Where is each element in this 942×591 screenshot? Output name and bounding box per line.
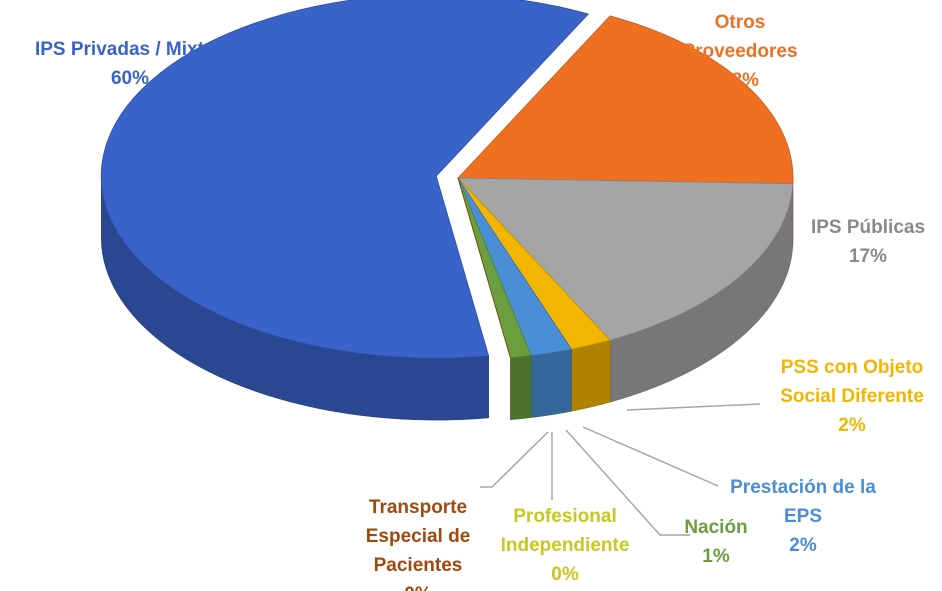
- data-label: Prestación de la EPS 2%: [716, 473, 891, 560]
- data-label: Nación 1%: [676, 513, 756, 571]
- category-label: IPS Privadas / Mixtas: [34, 39, 226, 60]
- category-label: Transporte Especial de Pacientes: [365, 497, 471, 576]
- category-label: Prestación de la EPS: [730, 477, 876, 527]
- slice-side: [530, 348, 572, 418]
- value-label: 0%: [353, 580, 483, 591]
- slice: [100, 0, 590, 359]
- value-label: 18%: [720, 70, 760, 91]
- data-label: Transporte Especial de Pacientes 0%: [353, 493, 483, 591]
- leader-line: [565, 429, 690, 536]
- category-label: Nación: [684, 517, 748, 538]
- data-label: IPS Privadas / Mixtas 60%: [0, 35, 260, 93]
- value-label: 17%: [848, 246, 888, 267]
- value-label: 2%: [838, 415, 866, 436]
- leader-lines: [480, 403, 761, 536]
- value-label: 0%: [551, 564, 579, 585]
- category-label: Profesional Independiente: [500, 506, 630, 556]
- category-label: IPS Públicas: [810, 217, 926, 238]
- slices: [100, 0, 794, 421]
- slice: [457, 177, 511, 358]
- leader-line: [626, 403, 761, 411]
- slice-side: [510, 355, 532, 421]
- value-label: 60%: [110, 68, 150, 89]
- value-label: 1%: [702, 546, 730, 567]
- slice-side: [571, 339, 611, 412]
- data-label: Profesional Independiente 0%: [485, 502, 645, 589]
- category-label: Otros Proveedores: [682, 12, 798, 62]
- data-label: PSS con Objeto Social Diferente 2%: [762, 353, 942, 440]
- slice: [457, 177, 794, 341]
- slice: [457, 177, 532, 359]
- data-label: IPS Públicas 17%: [793, 213, 942, 271]
- value-label: 2%: [789, 535, 817, 556]
- leader-line: [582, 426, 719, 487]
- leader-line: [480, 431, 549, 488]
- data-label: Otros Proveedores 18%: [678, 8, 803, 95]
- slice: [457, 15, 794, 185]
- category-label: PSS con Objeto Social Diferente: [780, 357, 924, 407]
